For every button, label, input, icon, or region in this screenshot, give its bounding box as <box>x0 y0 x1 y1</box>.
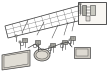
Bar <box>79 2 81 4</box>
Bar <box>82 5 86 15</box>
Bar <box>76 49 88 56</box>
Ellipse shape <box>36 51 48 59</box>
Bar <box>62 40 67 44</box>
Bar <box>37 44 39 46</box>
Bar <box>22 38 27 42</box>
Bar <box>35 40 40 44</box>
Circle shape <box>48 47 52 51</box>
Bar <box>69 38 71 41</box>
Bar <box>49 46 51 48</box>
Bar <box>19 40 21 43</box>
Circle shape <box>52 44 53 46</box>
Circle shape <box>20 42 24 46</box>
Bar <box>74 47 90 58</box>
Bar <box>70 36 75 40</box>
Bar <box>78 2 106 24</box>
Circle shape <box>60 44 64 48</box>
Polygon shape <box>2 50 30 70</box>
Circle shape <box>37 41 38 43</box>
Circle shape <box>24 39 25 41</box>
Ellipse shape <box>34 49 50 61</box>
Bar <box>61 42 63 45</box>
Bar <box>86 16 90 21</box>
Polygon shape <box>4 52 28 68</box>
Circle shape <box>33 44 37 48</box>
Circle shape <box>68 40 72 44</box>
Bar <box>50 43 55 47</box>
Circle shape <box>72 37 73 39</box>
Bar <box>90 5 95 15</box>
Circle shape <box>64 41 65 43</box>
Bar <box>15 34 17 37</box>
